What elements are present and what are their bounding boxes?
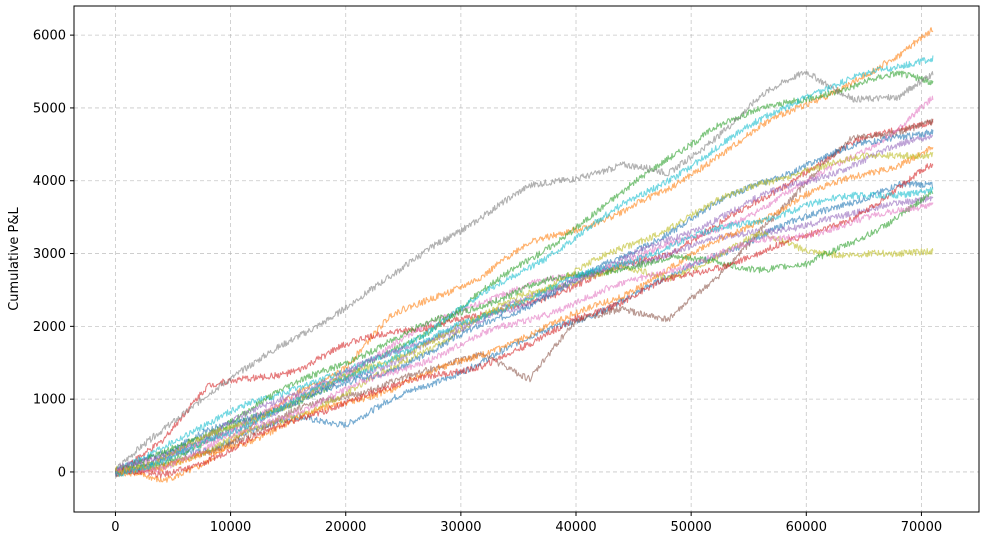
series-line <box>115 186 934 478</box>
series-line <box>115 146 934 477</box>
y-axis-label: Cumulative P&L <box>7 206 22 310</box>
y-tick-label: 1000 <box>33 393 66 408</box>
series-line <box>115 133 933 472</box>
series-line <box>114 230 934 473</box>
x-tick-label: 20000 <box>325 520 366 535</box>
series-line <box>114 128 934 477</box>
x-axis: 0 10000 20000 30000 40000 50000 60000 70000 <box>111 512 942 535</box>
x-tick-label: 0 <box>111 520 119 535</box>
y-tick-label: 0 <box>58 465 66 480</box>
series-line <box>114 70 934 472</box>
y-tick-label: 3000 <box>33 247 66 262</box>
x-tick-label: 50000 <box>670 520 711 535</box>
x-tick-label: 70000 <box>901 520 942 535</box>
x-tick-label: 40000 <box>555 520 596 535</box>
y-tick-label: 6000 <box>33 29 66 44</box>
y-axis: 0 1000 2000 3000 4000 5000 6000 <box>33 29 74 480</box>
plot-area <box>73 5 980 513</box>
y-tick-label: 5000 <box>33 101 66 116</box>
series-line <box>115 162 934 479</box>
series-line <box>114 55 934 474</box>
series-line <box>114 70 934 472</box>
x-tick-label: 10000 <box>210 520 251 535</box>
x-tick-label: 60000 <box>786 520 827 535</box>
y-tick-label: 4000 <box>33 174 66 189</box>
x-tick-label: 30000 <box>440 520 481 535</box>
y-tick-label: 2000 <box>33 320 66 335</box>
series-line <box>115 190 934 475</box>
series-line <box>114 195 934 477</box>
series-line <box>115 202 934 474</box>
series-group <box>114 27 934 483</box>
